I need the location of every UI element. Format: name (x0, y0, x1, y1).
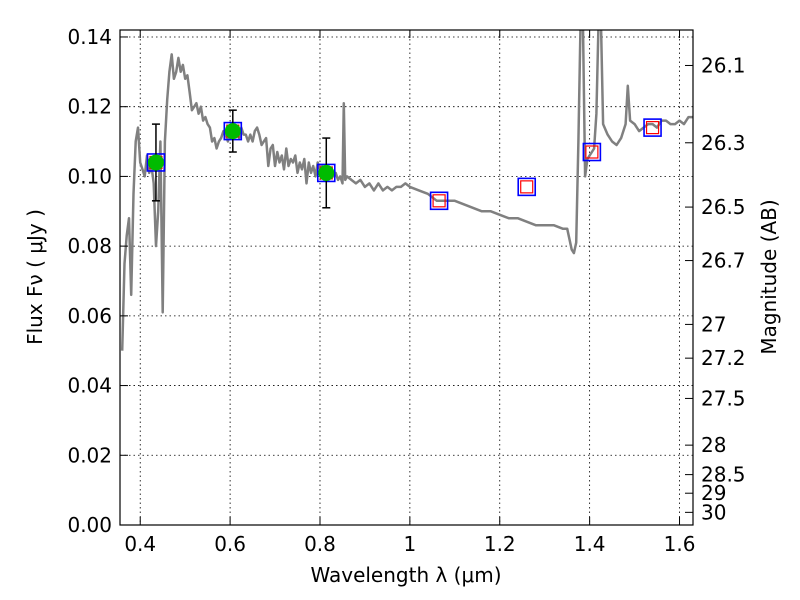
observed-point (147, 154, 164, 171)
y-tick-label: 0.02 (67, 443, 112, 467)
model-photometry-square (517, 177, 537, 197)
x-tick-label: 0.6 (214, 532, 246, 556)
y-right-tick-label: 26.1 (701, 53, 746, 77)
y-tick-label: 0.14 (67, 25, 112, 49)
tick-labels: 0.4 0.6 0.8 1 1.2 1.4 1.6 0.00 0.02 0.04 0.06 0.08 0… (67, 25, 745, 556)
y-right-tick-label: 30 (701, 500, 726, 524)
y-right-tick-label: 26.5 (701, 195, 746, 219)
y-right-tick-label: 28 (701, 433, 726, 457)
y-right-tick-label: 27 (701, 312, 726, 336)
model-photometry-square (582, 142, 602, 162)
grid (120, 30, 693, 525)
y-right-tick-label: 26.7 (701, 249, 746, 273)
y-tick-label: 0.00 (67, 513, 112, 537)
plot-area (120, 30, 693, 351)
model-photometry-square (429, 191, 449, 211)
y-tick-label: 0.10 (67, 164, 112, 188)
observed-point (318, 164, 335, 181)
x-tick-label: 1.6 (664, 532, 696, 556)
model-photometry-square (643, 118, 662, 137)
fit-photometry-square (520, 180, 534, 194)
y-axis-label: Flux Fν ( μJy ) (23, 209, 47, 345)
x-tick-label: 1.4 (574, 532, 606, 556)
y-tick-label: 0.04 (67, 374, 112, 398)
model-spectrum-line (120, 30, 693, 351)
y-right-tick-label: 28.5 (701, 463, 746, 487)
ticks (120, 30, 693, 526)
y-right-tick-label: 27.5 (701, 386, 746, 410)
plot-frame (119, 29, 694, 526)
y-tick-label: 0.12 (67, 95, 112, 119)
x-tick-label: 0.4 (124, 532, 156, 556)
x-tick-label: 0.8 (304, 532, 336, 556)
y-axis-right-label: Magnitude (AB) (757, 199, 781, 354)
fit-photometry-square (432, 194, 446, 208)
y-tick-label: 0.08 (67, 234, 112, 258)
x-tick-label: 1.2 (484, 532, 516, 556)
observed-point (224, 123, 241, 140)
x-tick-label: 1 (404, 532, 417, 556)
y-tick-label: 0.06 (67, 304, 112, 328)
y-right-tick-label: 26.3 (701, 131, 746, 155)
fit-photometry-square (645, 121, 660, 135)
y-right-tick-label: 27.2 (701, 346, 746, 370)
fit-photometry-square (585, 145, 599, 159)
x-axis-label: Wavelength λ (μm) (310, 563, 501, 587)
y-right-tick-label: 29 (701, 481, 726, 505)
